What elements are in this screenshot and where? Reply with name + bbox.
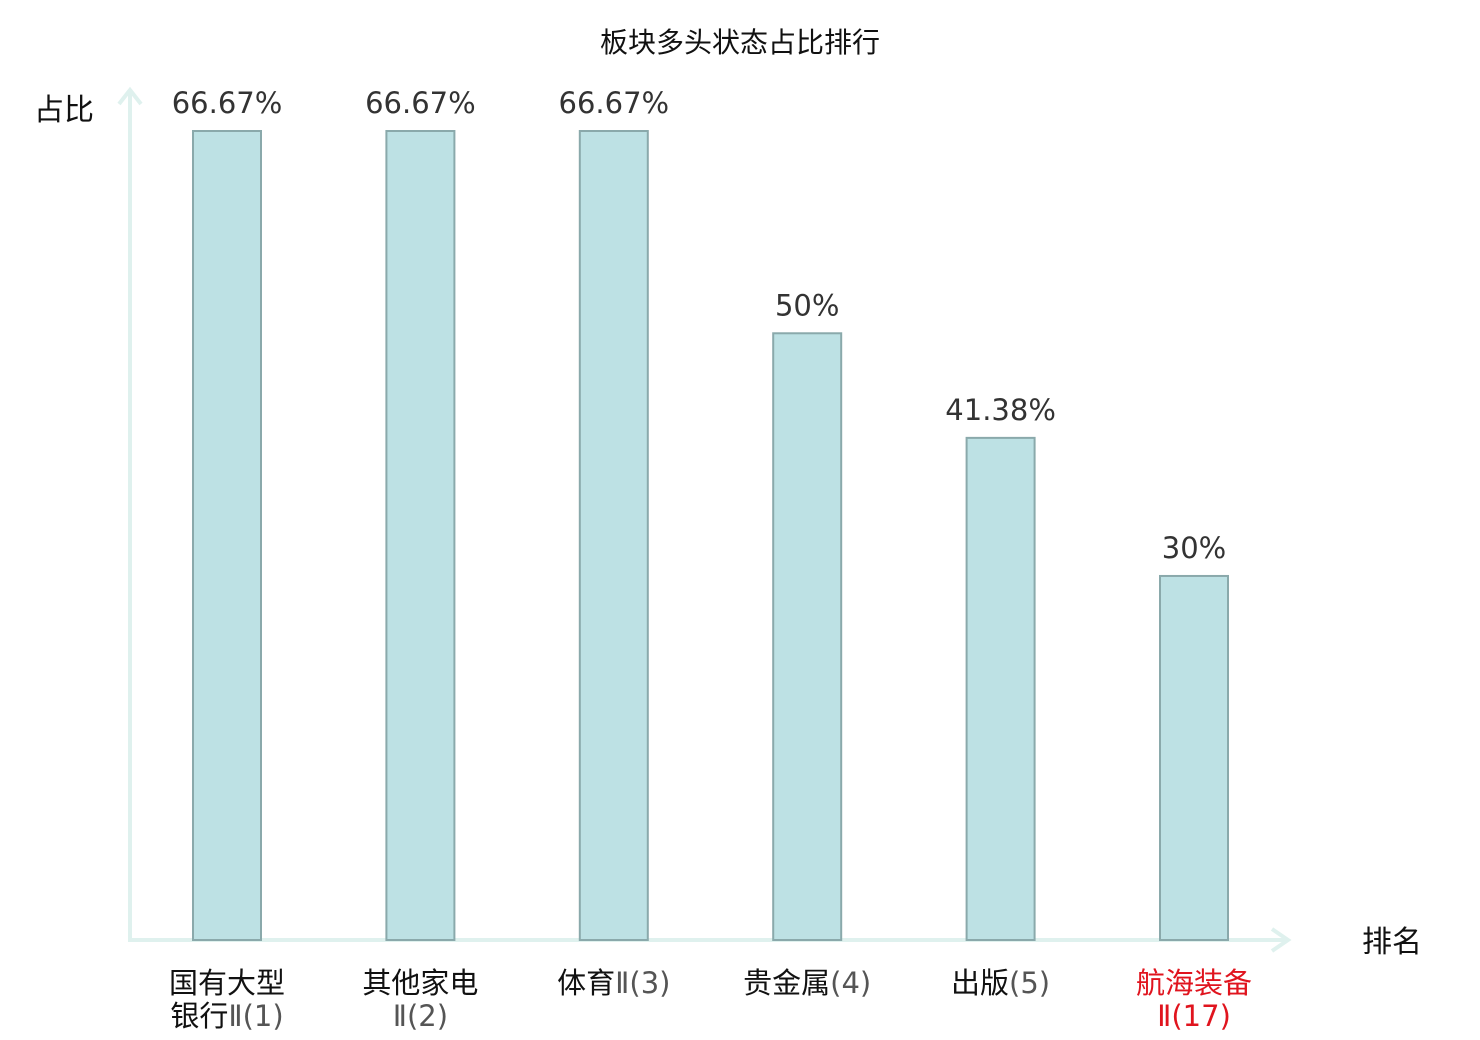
category-line-1: 出版(5) (951, 966, 1050, 1000)
category-name: 其他家电 (362, 966, 478, 1000)
category-name: 贵金属 (743, 966, 830, 1000)
category-line-2: Ⅱ(17) (1157, 999, 1231, 1033)
category-name: 国有大型 (169, 966, 285, 1000)
category-rank: (5) (1009, 966, 1050, 1000)
value-label: 41.38% (945, 393, 1056, 427)
category-label: 体育Ⅱ(3) (557, 966, 670, 1000)
value-label: 66.67% (172, 86, 283, 120)
category-line-1: 体育Ⅱ(3) (557, 966, 670, 1000)
x-axis-arrow-icon (1270, 927, 1292, 953)
category-label: 贵金属(4) (743, 966, 871, 1000)
value-labels: 66.67% 66.67% 66.67% 50% 41.38% 30% (172, 86, 1227, 565)
y-axis-label: 占比 (34, 93, 94, 128)
value-label: 30% (1162, 531, 1226, 565)
category-name: 银行 (170, 999, 228, 1033)
category-label: 出版(5) (951, 966, 1050, 1000)
value-label: 66.67% (365, 86, 476, 120)
bar (578, 130, 649, 941)
bar-series (192, 130, 1229, 941)
bar (965, 436, 1036, 941)
category-name: 体育 (557, 966, 615, 1000)
category-line-2: 银行Ⅱ(1) (170, 999, 283, 1033)
category-line-2: Ⅱ(2) (393, 999, 448, 1033)
bar (385, 130, 456, 941)
bar (1159, 574, 1229, 941)
category-line-1: 国有大型 (169, 966, 285, 1000)
category-line-1: 航海装备 (1136, 966, 1252, 1000)
category-rank: Ⅱ(3) (615, 966, 670, 1000)
category-line-1: 贵金属(4) (743, 966, 871, 1000)
category-rank: Ⅱ(17) (1157, 999, 1231, 1033)
bar (192, 130, 262, 941)
bar (772, 332, 843, 941)
category-rank: (4) (830, 966, 871, 1000)
category-rank: Ⅱ(2) (393, 999, 448, 1033)
category-name: 航海装备 (1136, 966, 1252, 1000)
y-axis-arrow-icon (117, 86, 143, 106)
chart-title: 板块多头状态占比排行 (600, 26, 880, 59)
y-axis: 占比 (34, 86, 143, 940)
category-rank: Ⅱ(1) (228, 999, 283, 1033)
category-name: 出版 (951, 966, 1009, 1000)
value-label: 66.67% (559, 86, 670, 120)
x-axis: 排名 (128, 925, 1422, 960)
x-axis-label: 排名 (1362, 925, 1422, 960)
category-line-1: 其他家电 (362, 966, 478, 1000)
value-label: 50% (775, 288, 839, 322)
